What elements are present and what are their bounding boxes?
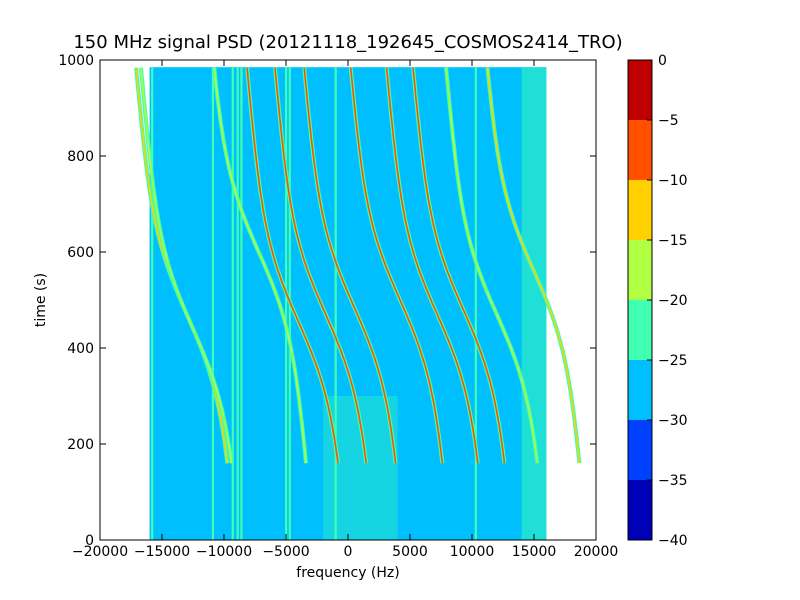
doppler-track	[213, 67, 307, 464]
colorbar-tick-label: −40	[658, 533, 688, 549]
y-axis: 0 200 400 600 800 1000	[58, 53, 596, 549]
y-tick-label: 200	[67, 437, 94, 453]
y-tick-label: 1000	[58, 53, 94, 69]
x-tick-label: −10000	[196, 544, 252, 560]
doppler-track	[385, 67, 479, 464]
heatmap-background	[149, 67, 547, 540]
y-tick-label: 600	[67, 245, 94, 261]
x-tick-label: 10000	[450, 544, 495, 560]
chart-title: 150 MHz signal PSD (20121118_192645_COSM…	[73, 32, 622, 53]
colorbar-segment	[628, 360, 652, 420]
colorbar-segment	[628, 420, 652, 480]
noise-band-right	[521, 67, 547, 540]
doppler-track	[246, 67, 339, 464]
colorbar: −40 −35 −30 −25 −20 −15 −10 −5 0	[627, 53, 688, 549]
x-tick-label: 5000	[392, 544, 428, 560]
colorbar-tick-label: −25	[658, 353, 688, 369]
carrier-line	[474, 67, 477, 540]
colorbar-tick-label: −30	[658, 413, 688, 429]
y-tick-label: 0	[85, 533, 94, 549]
doppler-track	[486, 67, 581, 464]
carrier-line	[285, 67, 288, 540]
y-tick-label: 400	[67, 341, 94, 357]
doppler-track	[349, 67, 444, 464]
colorbar-segment	[628, 240, 652, 300]
colorbar-tick-label: 0	[658, 53, 667, 69]
colorbar-segment	[628, 180, 652, 240]
doppler-track	[274, 67, 367, 464]
x-tick-label: −20000	[72, 544, 128, 560]
doppler-track	[445, 67, 539, 464]
x-tick-label: 15000	[512, 544, 557, 560]
carrier-line	[334, 67, 337, 540]
x-tick-label: −15000	[134, 544, 190, 560]
colorbar-segment	[628, 120, 652, 180]
doppler-track	[140, 67, 233, 464]
x-axis-label: frequency (Hz)	[296, 565, 399, 581]
colorbar-tick-label: −5	[658, 113, 679, 129]
carrier-line	[231, 67, 234, 540]
colorbar-tick-label: −15	[658, 233, 688, 249]
carrier-line	[151, 67, 154, 540]
colorbar-tick-label: −20	[658, 293, 688, 309]
x-axis: −20000 −15000 −10000 −5000 0 5000 10000 15000 20…	[72, 60, 618, 560]
x-tick-label: 20000	[574, 544, 619, 560]
colorbar-tick-label: −10	[658, 173, 688, 189]
colorbar-segment	[628, 300, 652, 360]
carrier-line	[236, 67, 239, 540]
carrier-line	[240, 67, 243, 540]
carrier-line	[211, 67, 215, 540]
x-tick-label: 0	[344, 544, 353, 560]
y-tick-label: 800	[67, 149, 94, 165]
x-tick-label: −5000	[262, 544, 309, 560]
doppler-track	[303, 67, 397, 464]
y-axis-label: time (s)	[33, 273, 49, 327]
colorbar-tick-label: −35	[658, 473, 688, 489]
doppler-track	[412, 67, 506, 464]
heatmap-area	[134, 67, 582, 540]
colorbar-segment	[628, 480, 652, 540]
colorbar-segment	[628, 60, 652, 120]
